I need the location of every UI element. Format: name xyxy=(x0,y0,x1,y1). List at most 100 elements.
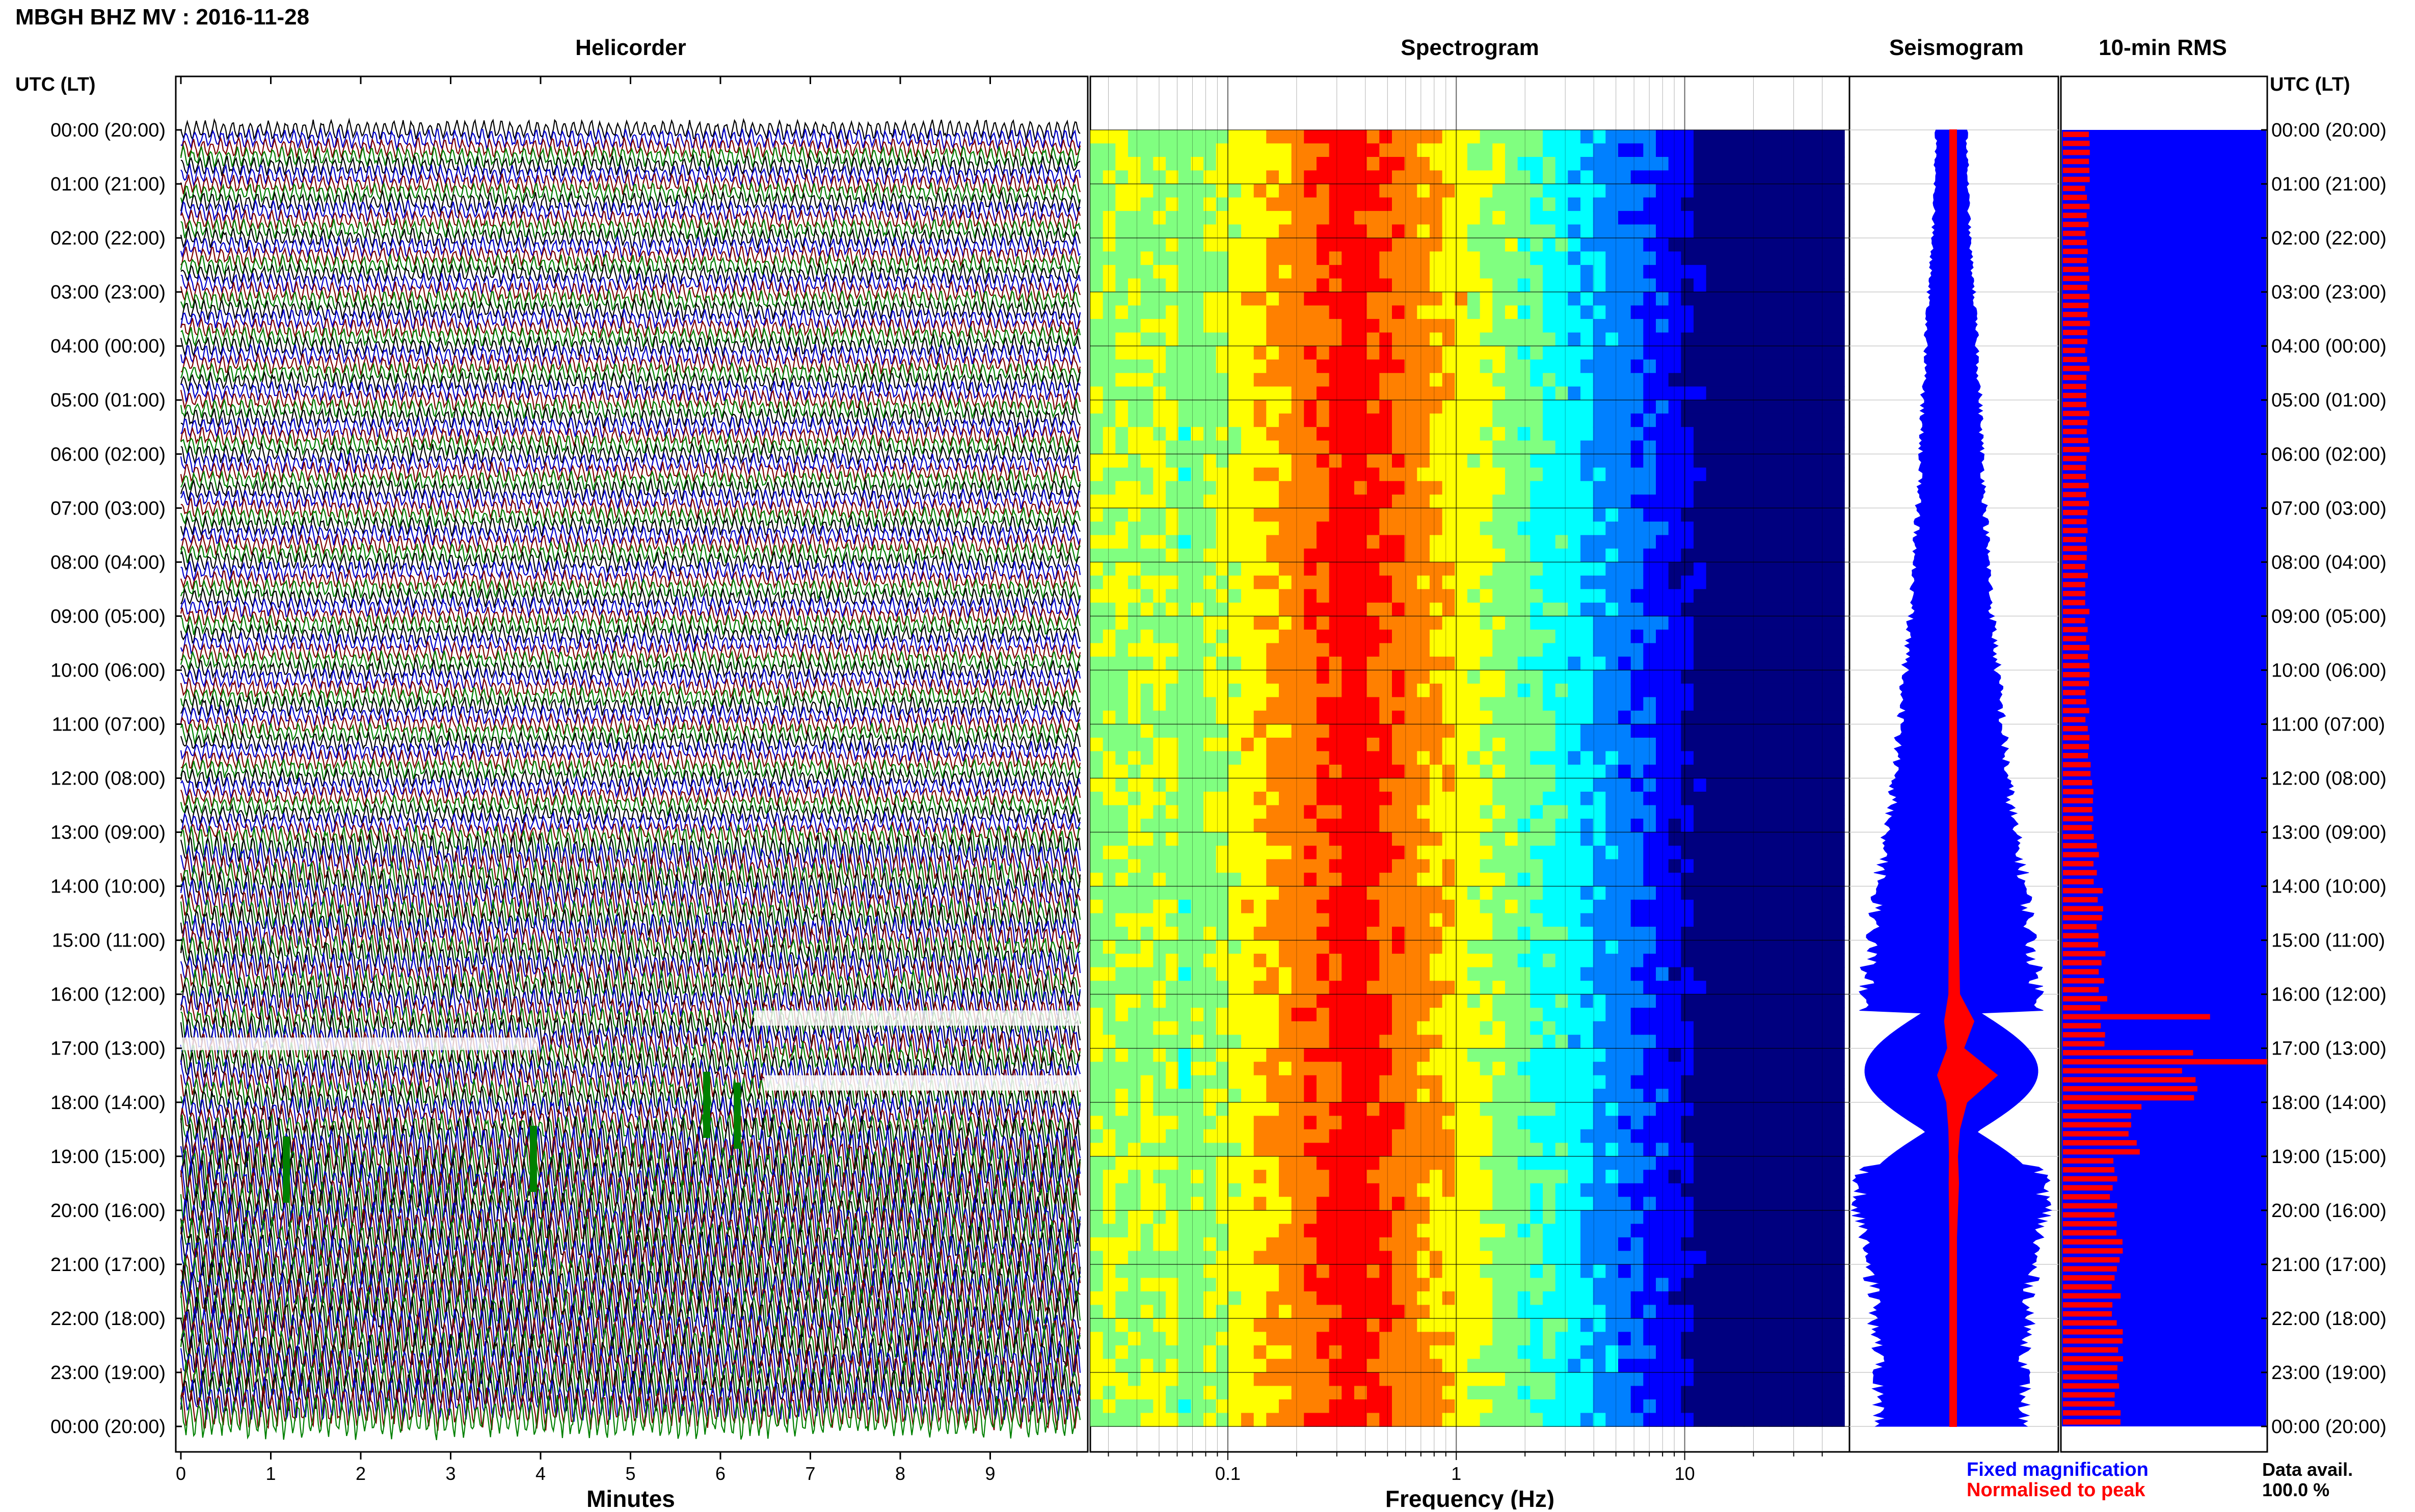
spectrogram-cell xyxy=(1643,549,1656,562)
spectrogram-cell xyxy=(1593,1021,1606,1035)
spectrogram-cell xyxy=(1430,603,1443,616)
spectrogram-cell xyxy=(1605,589,1619,603)
spectrogram-cell xyxy=(1405,684,1418,697)
spectrogram-cell xyxy=(1580,886,1594,900)
spectrogram-cell xyxy=(1618,1089,1631,1102)
spectrogram-cell xyxy=(1115,495,1129,508)
spectrogram-cell xyxy=(1555,927,1569,940)
spectrogram-cell xyxy=(1203,994,1217,1008)
spectrogram-cell xyxy=(1555,1035,1569,1048)
utc-header-left: UTC (LT) xyxy=(15,74,96,95)
spectrogram-cell xyxy=(1467,765,1481,778)
spectrogram-cell xyxy=(1694,373,1707,387)
spectrogram-cell xyxy=(1317,1062,1330,1075)
spectrogram-cell xyxy=(1405,400,1418,414)
spectrogram-cell xyxy=(1430,333,1443,346)
spectrogram-cell xyxy=(1103,1291,1116,1305)
spectrogram-cell xyxy=(1631,414,1644,427)
spectrogram-cell xyxy=(1605,265,1619,279)
spectrogram-cell xyxy=(1166,981,1179,994)
spectrogram-cell xyxy=(1103,657,1116,670)
spectrogram-cell xyxy=(1706,1075,1720,1089)
spectrogram-cell xyxy=(1681,616,1694,630)
spectrogram-cell xyxy=(1518,414,1531,427)
spectrogram-cell xyxy=(1518,765,1531,778)
spectrogram-cell xyxy=(1115,346,1129,360)
spectrogram-cell xyxy=(1568,279,1581,292)
spectrogram-cell xyxy=(1128,1035,1141,1048)
spectrogram-cell xyxy=(1166,171,1179,184)
spectrogram-cell xyxy=(1467,1129,1481,1143)
spectrogram-cell xyxy=(1530,630,1543,643)
spectrogram-cell xyxy=(1292,1156,1305,1170)
spectrogram-cell xyxy=(1605,333,1619,346)
spectrogram-cell xyxy=(1254,360,1267,373)
spectrogram-cell xyxy=(1417,184,1430,198)
spectrogram-cell xyxy=(1417,198,1430,211)
spectrogram-cell xyxy=(1254,333,1267,346)
spectrogram-cell xyxy=(1518,657,1531,670)
spectrogram-cell xyxy=(1166,1399,1179,1413)
spectrogram-cell xyxy=(1568,252,1581,265)
spectrogram-cell xyxy=(1228,1035,1242,1048)
spectrogram-cell xyxy=(1681,1359,1694,1372)
spectrogram-cell xyxy=(1279,184,1292,198)
spectrogram-cell xyxy=(1669,913,1682,927)
spectrogram-cell xyxy=(1115,792,1129,805)
spectrogram-cell xyxy=(1442,873,1456,886)
spectrogram-cell xyxy=(1178,387,1192,400)
spectrogram-cell xyxy=(1254,1278,1267,1291)
spectrogram-cell xyxy=(1329,306,1343,319)
spectrogram-cell xyxy=(1178,1291,1192,1305)
spectrogram-cell xyxy=(1379,1237,1392,1251)
spectrogram-cell xyxy=(1543,1291,1556,1305)
spectrogram-cell xyxy=(1593,1170,1606,1183)
spectrogram-cell xyxy=(1128,292,1141,306)
spectrogram-cell xyxy=(1643,954,1656,967)
spectrogram-cell xyxy=(1518,724,1531,738)
spectrogram-cell xyxy=(1141,1291,1154,1305)
spectrogram-cell xyxy=(1153,333,1166,346)
spectrogram-cell xyxy=(1266,981,1279,994)
spectrogram-cell xyxy=(1329,1102,1343,1116)
spectrogram-cell xyxy=(1166,643,1179,657)
spectrogram-cell xyxy=(1216,900,1229,913)
spectrogram-cell xyxy=(1367,657,1380,670)
spectrogram-cell xyxy=(1643,1116,1656,1129)
spectrogram-cell xyxy=(1228,751,1242,765)
spectrogram-cell xyxy=(1706,981,1720,994)
spectrogram-cell xyxy=(1555,738,1569,751)
spectrogram-cell xyxy=(1518,1183,1531,1197)
spectrogram-cell xyxy=(1706,522,1720,535)
spectrogram-cell xyxy=(1228,805,1242,819)
spectrogram-cell xyxy=(1228,1318,1242,1332)
spectrogram-cell xyxy=(1417,765,1430,778)
spectrogram-cell xyxy=(1555,1291,1569,1305)
spectrogram-cell xyxy=(1178,900,1192,913)
spectrogram-cell xyxy=(1555,1359,1569,1372)
spectrogram-cell xyxy=(1681,468,1694,481)
spectrogram-cell xyxy=(1279,724,1292,738)
spectrogram-cell xyxy=(1681,1075,1694,1089)
spectrogram-cell xyxy=(1266,454,1279,468)
spectrogram-cell xyxy=(1480,805,1493,819)
spectrogram-cell xyxy=(1115,549,1129,562)
spectrogram-cell xyxy=(1379,360,1392,373)
spectrogram-cell xyxy=(1292,954,1305,967)
spectrogram-cell xyxy=(1605,643,1619,657)
spectrogram-cell xyxy=(1329,252,1343,265)
spectrogram-cell xyxy=(1605,1170,1619,1183)
spectrogram-cell xyxy=(1128,481,1141,495)
spectrogram-cell xyxy=(1555,859,1569,873)
spectrogram-cell xyxy=(1115,1102,1129,1116)
spectrogram-cell xyxy=(1518,927,1531,940)
spectrogram-cell xyxy=(1254,576,1267,589)
spectrogram-cell xyxy=(1568,265,1581,279)
spectrogram-cell xyxy=(1605,1413,1619,1427)
spectrogram-cell xyxy=(1317,670,1330,684)
spectrogram-cell xyxy=(1580,805,1594,819)
spectrogram-cell xyxy=(1266,994,1279,1008)
spectrogram-cell xyxy=(1593,1291,1606,1305)
spectrogram-cell xyxy=(1555,724,1569,738)
spectrogram-cell xyxy=(1128,900,1141,913)
